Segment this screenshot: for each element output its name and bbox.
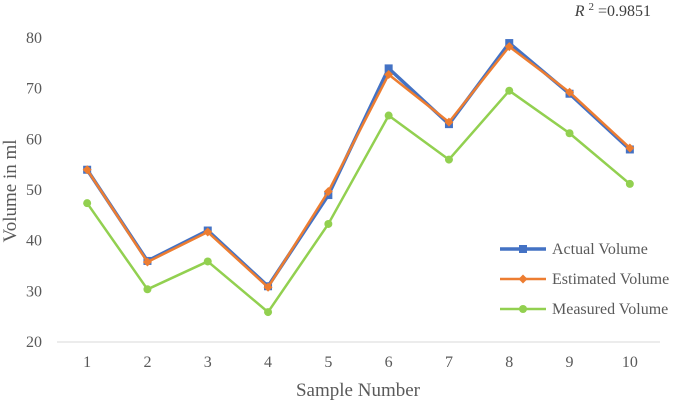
data-point-diamond-marker (203, 227, 213, 237)
legend-label: Actual Volume (552, 241, 648, 258)
y-tick-label: 50 (26, 182, 42, 199)
legend-swatch-square-marker (519, 245, 527, 253)
y-tick-label: 70 (26, 81, 42, 98)
plot-area (82, 39, 635, 317)
legend: Actual Volume Estimated Volume Measured Vo… (500, 241, 669, 318)
data-point-circle-marker (565, 129, 574, 138)
x-tick-label: 8 (505, 354, 513, 371)
y-axis: 20 30 40 50 60 70 80 (26, 30, 42, 351)
series-line (86, 45, 631, 289)
y-axis-title: Volume in ml (0, 139, 21, 242)
legend-label: Estimated Volume (552, 271, 669, 288)
x-tick-label: 6 (385, 354, 393, 371)
data-point-circle-marker (324, 219, 333, 228)
data-point-circle-marker (143, 285, 152, 294)
data-point-diamond-marker (565, 87, 575, 97)
data-point-diamond-marker (504, 42, 514, 52)
x-axis-title: Sample Number (296, 380, 421, 401)
data-point-diamond-marker (82, 165, 92, 175)
y-tick-label: 60 (26, 131, 42, 148)
data-point-square-marker (384, 64, 393, 73)
data-point-diamond-marker (263, 282, 273, 292)
y-tick-label: 40 (26, 233, 42, 250)
legend-item: Estimated Volume (500, 271, 669, 288)
x-tick-label: 9 (566, 354, 574, 371)
data-point-circle-marker (203, 257, 212, 266)
data-point-circle-marker (264, 308, 273, 317)
x-tick-label: 5 (324, 354, 332, 371)
r-squared-value: =0.9851 (598, 3, 651, 20)
r-squared-variable: R (574, 3, 585, 20)
series-line (85, 41, 632, 289)
x-tick-label: 7 (445, 354, 453, 371)
legend-swatch-circle-marker (519, 305, 527, 313)
data-point-diamond-marker (323, 187, 333, 197)
x-axis: 1 2 3 4 5 6 7 8 9 10 (83, 354, 638, 371)
data-point-circle-marker (625, 179, 634, 188)
series-line (86, 89, 631, 314)
y-tick-label: 20 (26, 334, 42, 351)
data-point-diamond-marker (384, 69, 394, 79)
data-point-diamond-marker (444, 117, 454, 127)
series-group (83, 86, 634, 317)
legend-label: Measured Volume (552, 301, 668, 318)
data-point-circle-marker (83, 199, 92, 208)
series-group (82, 42, 635, 292)
x-tick-label: 2 (143, 354, 151, 371)
legend-swatch-diamond-marker (518, 274, 528, 284)
x-tick-label: 10 (622, 354, 638, 371)
x-tick-label: 3 (204, 354, 212, 371)
x-tick-label: 1 (83, 354, 91, 371)
y-tick-label: 80 (26, 30, 42, 47)
data-point-circle-marker (505, 86, 514, 95)
legend-item: Actual Volume (500, 241, 648, 258)
r-squared-superscript: 2 (588, 1, 594, 13)
y-tick-label: 30 (26, 283, 42, 300)
data-point-circle-marker (384, 111, 393, 120)
r-squared-annotation: R 2 =0.9851 (574, 0, 651, 20)
data-point-diamond-marker (625, 143, 635, 153)
data-point-circle-marker (444, 155, 453, 164)
x-tick-label: 4 (264, 354, 272, 371)
data-point-diamond-marker (142, 257, 152, 267)
legend-item: Measured Volume (500, 301, 668, 318)
